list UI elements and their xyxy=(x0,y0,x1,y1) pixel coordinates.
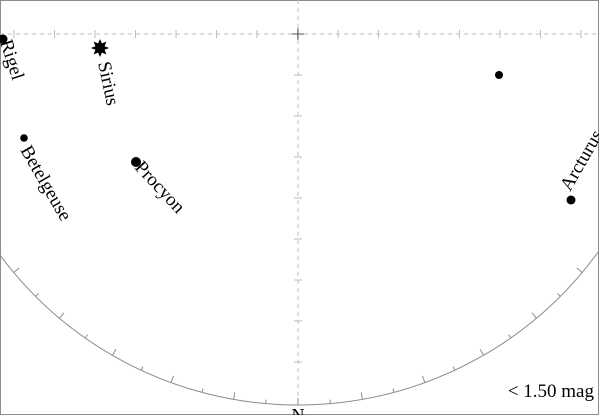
star-marker-rigel xyxy=(0,34,8,44)
star-marker-arcturus xyxy=(566,195,576,205)
horizon-tick xyxy=(140,366,144,371)
horizon-tick xyxy=(201,388,204,393)
horizon-tick xyxy=(84,334,88,339)
horizon-ticks xyxy=(13,267,583,405)
horizon-tick xyxy=(508,334,512,339)
horizon-tick xyxy=(170,375,174,383)
horizon-tick xyxy=(452,366,456,371)
coordinate-grid xyxy=(0,0,599,405)
star-marker-unnamed-4 xyxy=(495,71,503,79)
horizon-tick xyxy=(576,267,583,273)
magnitude-note: < 1.50 mag xyxy=(508,381,595,402)
horizon-tick xyxy=(35,293,39,297)
star-layer: Rigel Sirius Betelgeuse Procyon Arcturus xyxy=(0,34,599,225)
horizon-tick xyxy=(422,375,426,383)
horizon-tick xyxy=(59,312,65,319)
star-marker-betelgeuse xyxy=(20,134,28,142)
star-label-betelgeuse: Betelgeuse xyxy=(16,142,76,225)
star-label-arcturus: Arcturus xyxy=(556,126,599,194)
north-label: N xyxy=(292,405,305,415)
star-marker-procyon xyxy=(131,157,141,167)
horizon-tick xyxy=(479,348,484,356)
star-label-procyon: Procyon xyxy=(130,157,189,218)
horizon-tick xyxy=(360,392,363,400)
horizon-tick xyxy=(531,312,537,319)
star-marker-sirius xyxy=(91,39,109,57)
horizon-arc xyxy=(0,250,599,406)
horizon-tick xyxy=(557,293,561,297)
horizon-tick xyxy=(112,348,117,356)
horizon-tick xyxy=(13,267,20,273)
star-label-sirius: Sirius xyxy=(93,60,123,108)
horizon-tick xyxy=(392,388,395,393)
horizon-tick xyxy=(233,392,236,400)
star-label-rigel: Rigel xyxy=(0,37,28,83)
